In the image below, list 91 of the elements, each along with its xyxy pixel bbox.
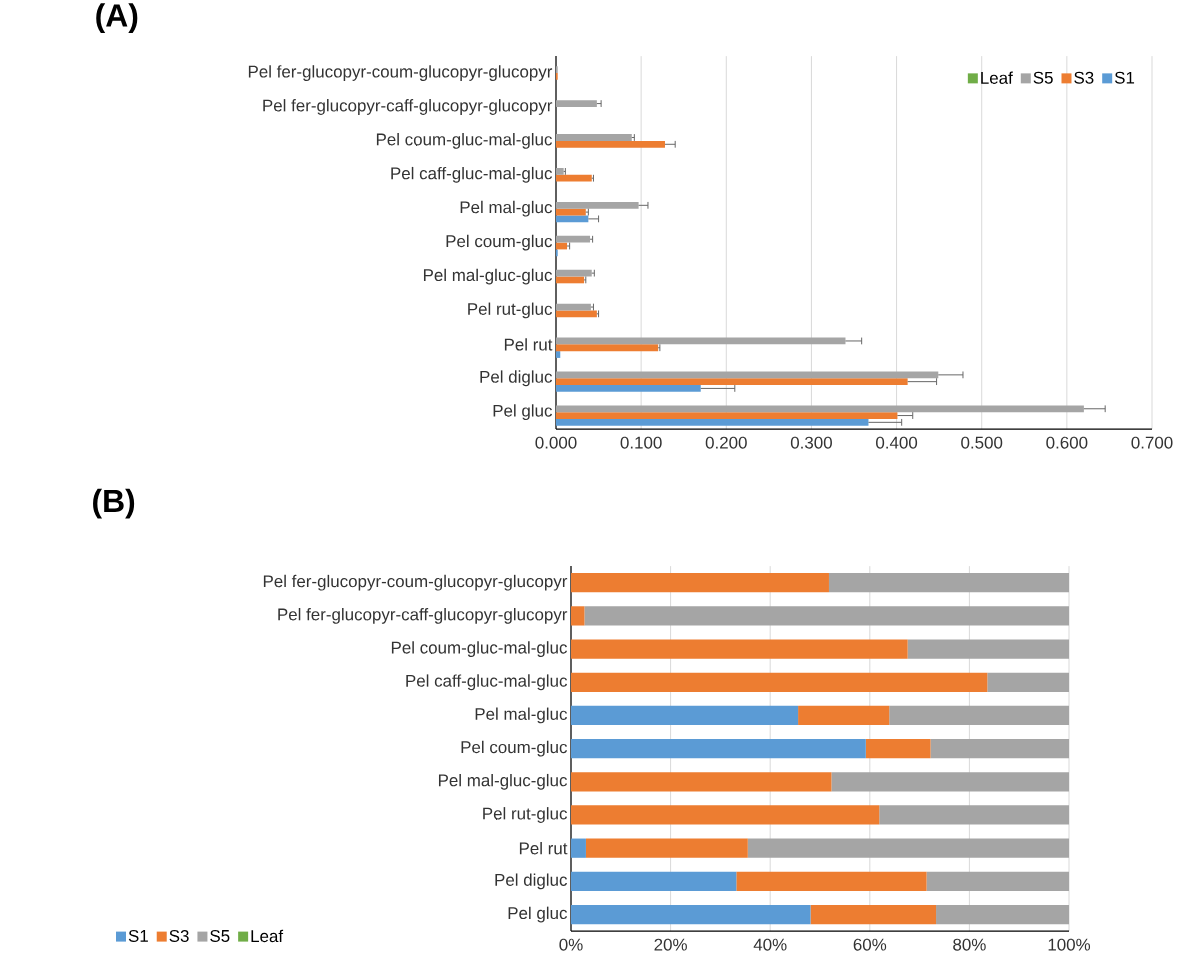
bar (926, 871, 1070, 891)
legend-label: S1 (128, 929, 148, 942)
y-tick-label: Pel gluc (508, 906, 567, 923)
y-tick-label: Pel coum-gluc-mal-gluc (376, 132, 552, 149)
y-tick-label: Pel digluc (495, 873, 567, 890)
bar (584, 606, 1070, 626)
x-tick-label: 0.200 (705, 436, 747, 449)
x-tick-label: 0.500 (961, 436, 1003, 449)
y-tick-label: Pel coum-gluc (446, 234, 552, 251)
bar (556, 140, 665, 148)
text: (A) (96, 3, 138, 33)
x-tick-label: 60% (853, 938, 887, 951)
bar (556, 235, 591, 243)
bar (556, 100, 597, 107)
y-tick-label: Pel fer-glucopyr-coum-glucopyr-glucopyr (263, 574, 568, 591)
x-tick-label: 0.700 (1131, 436, 1173, 449)
y-tick-label: Pel coum-gluc (461, 740, 567, 757)
x-tick-label: 80% (953, 938, 986, 951)
bar (571, 772, 832, 792)
bar (556, 134, 632, 141)
bar (556, 174, 592, 182)
bar (798, 705, 890, 725)
y-tick-label: Pel caff-gluc-mal-gluc (391, 166, 553, 183)
x-tick-label: 0.300 (790, 436, 832, 449)
y-tick-label: Pel digluc (480, 370, 552, 387)
text: (B) (93, 488, 135, 519)
bar (907, 639, 1070, 659)
bar (556, 351, 561, 358)
legend-label: S5 (1033, 71, 1053, 84)
y-tick-label: Pel mal-gluc (475, 707, 567, 724)
bar (556, 310, 597, 318)
bar (556, 371, 939, 379)
y-tick-label: Pel gluc (493, 404, 552, 420)
x-tick-label: 0.400 (876, 436, 918, 449)
x-tick-label: 20% (654, 938, 687, 951)
bar (571, 705, 799, 725)
legend-label: S3 (1074, 71, 1094, 84)
bar (831, 772, 1070, 792)
bar (571, 838, 586, 858)
bar (556, 378, 908, 385)
y-tick-label: Pel caff-gluc-mal-gluc (406, 674, 568, 691)
bar (556, 412, 898, 419)
bar (865, 738, 931, 759)
bar (556, 201, 639, 209)
y-tick-label: Pel rut (519, 841, 568, 855)
y-tick-label: Pel rut-gluc (468, 302, 552, 319)
bar (930, 738, 1070, 759)
bar (571, 606, 585, 626)
bar (556, 215, 589, 223)
bar (571, 738, 866, 759)
legend-label: Leaf (251, 929, 284, 943)
legend-label: S1 (1114, 71, 1135, 84)
bar (556, 384, 701, 392)
bar (556, 269, 592, 277)
y-tick-label: Pel rut (504, 338, 553, 351)
bar (987, 672, 1070, 692)
bar (571, 639, 908, 659)
y-tick-label: Pel fer-glucopyr-coum-glucopyr-glucopyr (248, 65, 553, 81)
y-tick-label: Pel mal-gluc (460, 200, 552, 217)
x-tick-label: 0.000 (535, 436, 577, 449)
x-tick-label: 0.600 (1046, 436, 1088, 449)
x-tick-label: 0.100 (620, 436, 662, 449)
y-tick-label: Pel mal-gluc-gluc (423, 268, 552, 285)
y-tick-label: Pel coum-gluc-mal-gluc (391, 641, 567, 657)
legend-label: Leaf (981, 71, 1013, 84)
bar (556, 405, 1084, 413)
bar (556, 167, 564, 175)
bar (747, 838, 1070, 858)
bar (571, 871, 737, 891)
bar (571, 805, 880, 825)
x-tick-label: 100% (1048, 938, 1091, 951)
bar (936, 904, 1070, 925)
y-tick-label: Pel fer-glucopyr-caff-glucopyr-glucopyr (263, 99, 553, 115)
x-tick-label: 40% (753, 938, 787, 951)
bar (571, 904, 811, 925)
bar (828, 573, 1070, 593)
y-tick-label: Pel fer-glucopyr-caff-glucopyr-glucopyr (278, 607, 568, 624)
x-tick-label: 0% (559, 938, 583, 951)
bar (556, 418, 869, 426)
bar (556, 344, 659, 352)
bar (571, 672, 988, 692)
y-tick-label: Pel rut-gluc (483, 807, 567, 823)
bar (571, 573, 829, 593)
bar (736, 871, 927, 891)
y-tick-label: Pel mal-gluc-gluc (438, 773, 567, 790)
legend-label: S5 (210, 929, 230, 942)
bar (810, 904, 937, 925)
bar (879, 805, 1070, 825)
bar (889, 705, 1070, 725)
bar (585, 838, 748, 858)
legend-label: S3 (169, 929, 189, 942)
